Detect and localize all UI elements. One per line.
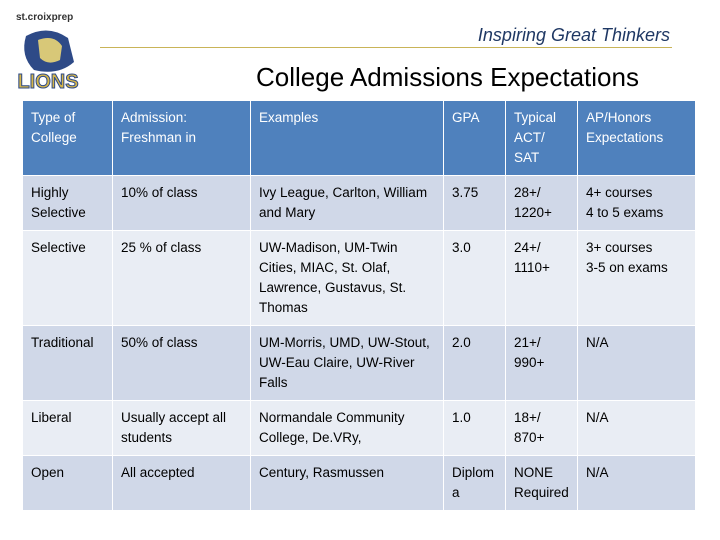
cell: Traditional (22, 325, 113, 401)
cell: 21+/ 990+ (505, 325, 578, 401)
mascot: LIONS (17, 71, 78, 93)
divider (100, 47, 672, 48)
cell: NONE Required (505, 455, 578, 511)
cell: Open (22, 455, 113, 511)
table-row: Open All accepted Century, Rasmussen Diplom… (22, 455, 696, 511)
cell: UM-Morris, UMD, UW-Stout, UW-Eau Claire,… (250, 325, 444, 401)
cell: All accepted (112, 455, 251, 511)
cell: 3.75 (443, 175, 506, 231)
cell: Typical ACT/ SAT (505, 100, 578, 176)
cell: 18+/ 870+ (505, 400, 578, 456)
cell: AP/Honors Expectations (577, 100, 696, 176)
cell: Admission: Freshman in (112, 100, 251, 176)
cell: N/A (577, 325, 696, 401)
cell: 1.0 (443, 400, 506, 456)
admissions-table: Type of College Admission: Freshman in Exa… (22, 100, 696, 511)
cell: GPA (443, 100, 506, 176)
cell: Normandale Community College, De.VRy, (250, 400, 444, 456)
cell: N/A (577, 400, 696, 456)
cell: Usually accept all students (112, 400, 251, 456)
cell: Highly Selective (22, 175, 113, 231)
table-row: Liberal Usually accept all students Norman… (22, 400, 696, 456)
cell: Ivy League, Carlton, William and Mary (250, 175, 444, 231)
tagline: Inspiring Great Thinkers (477, 25, 670, 45)
cell: 4+ courses 4 to 5 exams (577, 175, 696, 231)
cell: 25 % of class (112, 230, 251, 326)
title: College Admissions Expectations (256, 62, 639, 92)
cell: 3.0 (443, 230, 506, 326)
cell: Selective (22, 230, 113, 326)
cell: 3+ courses 3-5 on exams (577, 230, 696, 326)
cell: Examples (250, 100, 444, 176)
header-row: Type of College Admission: Freshman in Exa… (22, 100, 696, 176)
cell: Diploma (443, 455, 506, 511)
table-row: Traditional 50% of class UM-Morris, UMD, U… (22, 325, 696, 401)
cell: N/A (577, 455, 696, 511)
cell: 10% of class (112, 175, 251, 231)
table-row: Selective 25 % of class UW-Madison, UM-Twi… (22, 230, 696, 326)
cell: UW-Madison, UM-Twin Cities, MIAC, St. Ol… (250, 230, 444, 326)
cell: 50% of class (112, 325, 251, 401)
cell: Century, Rasmussen (250, 455, 444, 511)
cell: Liberal (22, 400, 113, 456)
cell: Type of College (22, 100, 113, 176)
logo-mane (38, 38, 62, 63)
cell: 28+/ 1220+ (505, 175, 578, 231)
table-row: Highly Selective 10% of class Ivy League, … (22, 175, 696, 231)
school-name: st.croixprep (16, 12, 73, 23)
cell: 2.0 (443, 325, 506, 401)
cell: 24+/ 1110+ (505, 230, 578, 326)
logo: st.croixprep LIONS (16, 12, 79, 94)
